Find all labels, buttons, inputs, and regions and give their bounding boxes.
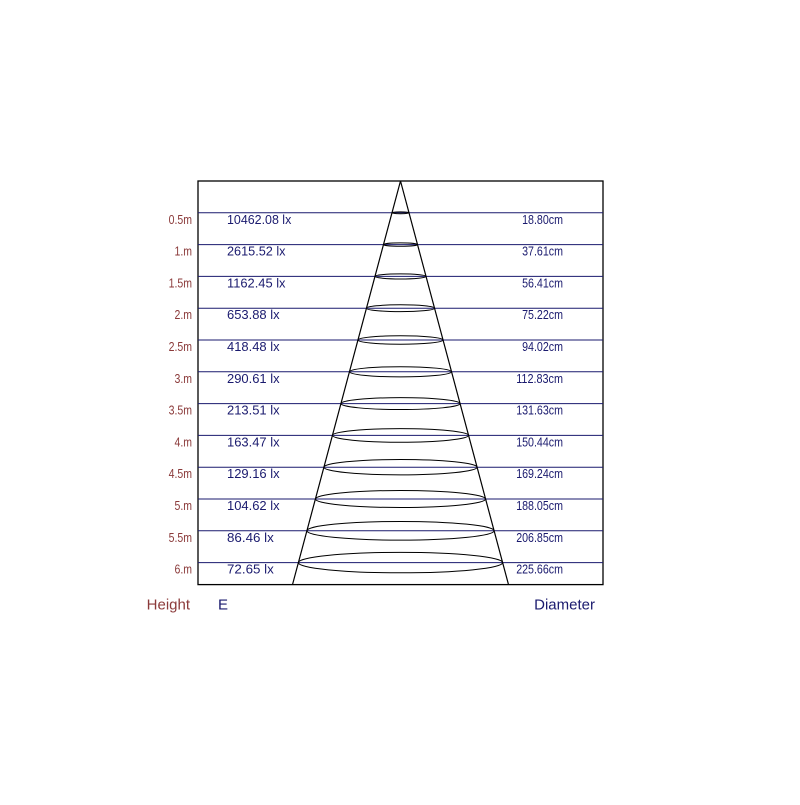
svg-text:1162.45 lx: 1162.45 lx (227, 275, 286, 290)
svg-text:129.16 lx: 129.16 lx (227, 466, 280, 481)
svg-text:5.m: 5.m (175, 498, 193, 513)
svg-text:56.41cm: 56.41cm (522, 275, 563, 290)
svg-text:Diameter: Diameter (534, 597, 595, 614)
svg-text:104.62 lx: 104.62 lx (227, 498, 280, 513)
svg-text:2.m: 2.m (175, 307, 193, 322)
svg-text:2.5m: 2.5m (169, 339, 192, 354)
svg-text:3.5m: 3.5m (169, 403, 192, 418)
svg-text:290.61 lx: 290.61 lx (227, 371, 280, 386)
svg-text:10462.08 lx: 10462.08 lx (227, 212, 292, 227)
svg-text:163.47 lx: 163.47 lx (227, 434, 280, 449)
svg-text:653.88 lx: 653.88 lx (227, 307, 280, 322)
svg-text:131.63cm: 131.63cm (516, 403, 563, 418)
svg-text:2615.52 lx: 2615.52 lx (227, 244, 286, 259)
svg-text:72.65 lx: 72.65 lx (227, 562, 274, 577)
svg-text:94.02cm: 94.02cm (522, 339, 563, 354)
svg-text:E: E (218, 597, 228, 614)
svg-text:4.5m: 4.5m (169, 466, 192, 481)
svg-text:3.m: 3.m (175, 371, 193, 386)
svg-text:1.5m: 1.5m (169, 275, 192, 290)
svg-text:86.46 lx: 86.46 lx (227, 530, 274, 545)
svg-text:188.05cm: 188.05cm (516, 498, 563, 513)
svg-text:418.48 lx: 418.48 lx (227, 339, 280, 354)
svg-text:169.24cm: 169.24cm (516, 466, 563, 481)
svg-text:Height: Height (147, 597, 191, 614)
svg-text:37.61cm: 37.61cm (522, 244, 563, 259)
svg-text:18.80cm: 18.80cm (522, 212, 563, 227)
svg-text:4.m: 4.m (175, 434, 193, 449)
svg-text:75.22cm: 75.22cm (522, 307, 563, 322)
svg-text:1.m: 1.m (175, 244, 193, 259)
svg-text:6.m: 6.m (175, 562, 193, 577)
svg-text:225.66cm: 225.66cm (516, 562, 563, 577)
svg-text:206.85cm: 206.85cm (516, 530, 563, 545)
svg-text:112.83cm: 112.83cm (516, 371, 563, 386)
svg-text:150.44cm: 150.44cm (516, 434, 563, 449)
svg-text:5.5m: 5.5m (169, 530, 192, 545)
svg-text:213.51 lx: 213.51 lx (227, 403, 280, 418)
svg-text:0.5m: 0.5m (169, 212, 192, 227)
